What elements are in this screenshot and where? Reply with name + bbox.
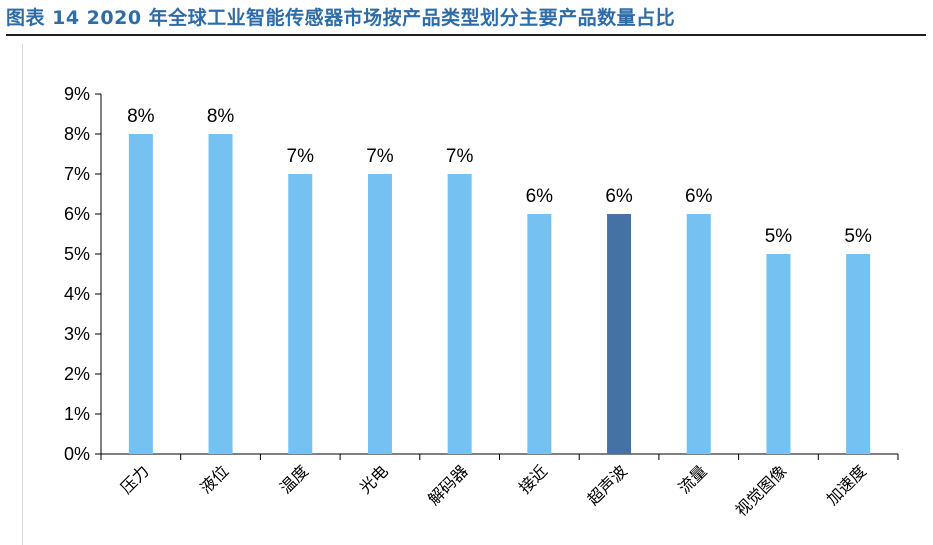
title-underline — [6, 34, 926, 36]
data-label: 7% — [446, 146, 474, 167]
bar — [766, 254, 791, 454]
bar — [527, 214, 552, 454]
data-label: 6% — [526, 186, 554, 207]
y-tick-label: 2% — [64, 364, 90, 384]
x-tick-label: 接近 — [515, 461, 551, 497]
bar — [208, 134, 233, 454]
bar — [607, 214, 632, 454]
data-label: 7% — [287, 146, 315, 167]
y-tick-label: 9% — [64, 84, 90, 104]
data-label: 6% — [685, 186, 713, 207]
data-label: 7% — [366, 146, 394, 167]
data-label: 6% — [605, 186, 633, 207]
data-label: 8% — [127, 106, 155, 127]
y-tick-label: 4% — [64, 284, 90, 304]
x-tick-label: 光电 — [356, 461, 392, 497]
data-label: 5% — [844, 226, 872, 247]
x-tick-label: 流量 — [675, 461, 711, 497]
bar — [128, 134, 153, 454]
x-tick-label: 超声波 — [583, 461, 630, 508]
x-tick-label: 温度 — [276, 461, 312, 497]
x-tick-label: 加速度 — [823, 461, 870, 508]
x-tick-label: 液位 — [196, 461, 232, 497]
x-tick-label: 压力 — [117, 461, 153, 497]
x-tick-label: 视觉图像 — [732, 461, 791, 520]
data-label: 5% — [765, 226, 793, 247]
y-tick-label: 1% — [64, 404, 90, 424]
y-tick-label: 8% — [64, 124, 90, 144]
bar — [846, 254, 871, 454]
bar — [447, 174, 472, 454]
bar — [288, 174, 313, 454]
y-tick-label: 0% — [64, 444, 90, 464]
y-tick-label: 3% — [64, 324, 90, 344]
frame-border — [22, 44, 23, 545]
x-tick-label: 解码器 — [424, 461, 471, 508]
bar — [686, 214, 711, 454]
bar — [367, 174, 392, 454]
y-tick-label: 5% — [64, 244, 90, 264]
y-tick-label: 6% — [64, 204, 90, 224]
y-tick-label: 7% — [64, 164, 90, 184]
page-title: 图表 14 2020 年全球工业智能传感器市场按产品类型划分主要产品数量占比 — [6, 7, 676, 29]
data-label: 8% — [207, 106, 235, 127]
